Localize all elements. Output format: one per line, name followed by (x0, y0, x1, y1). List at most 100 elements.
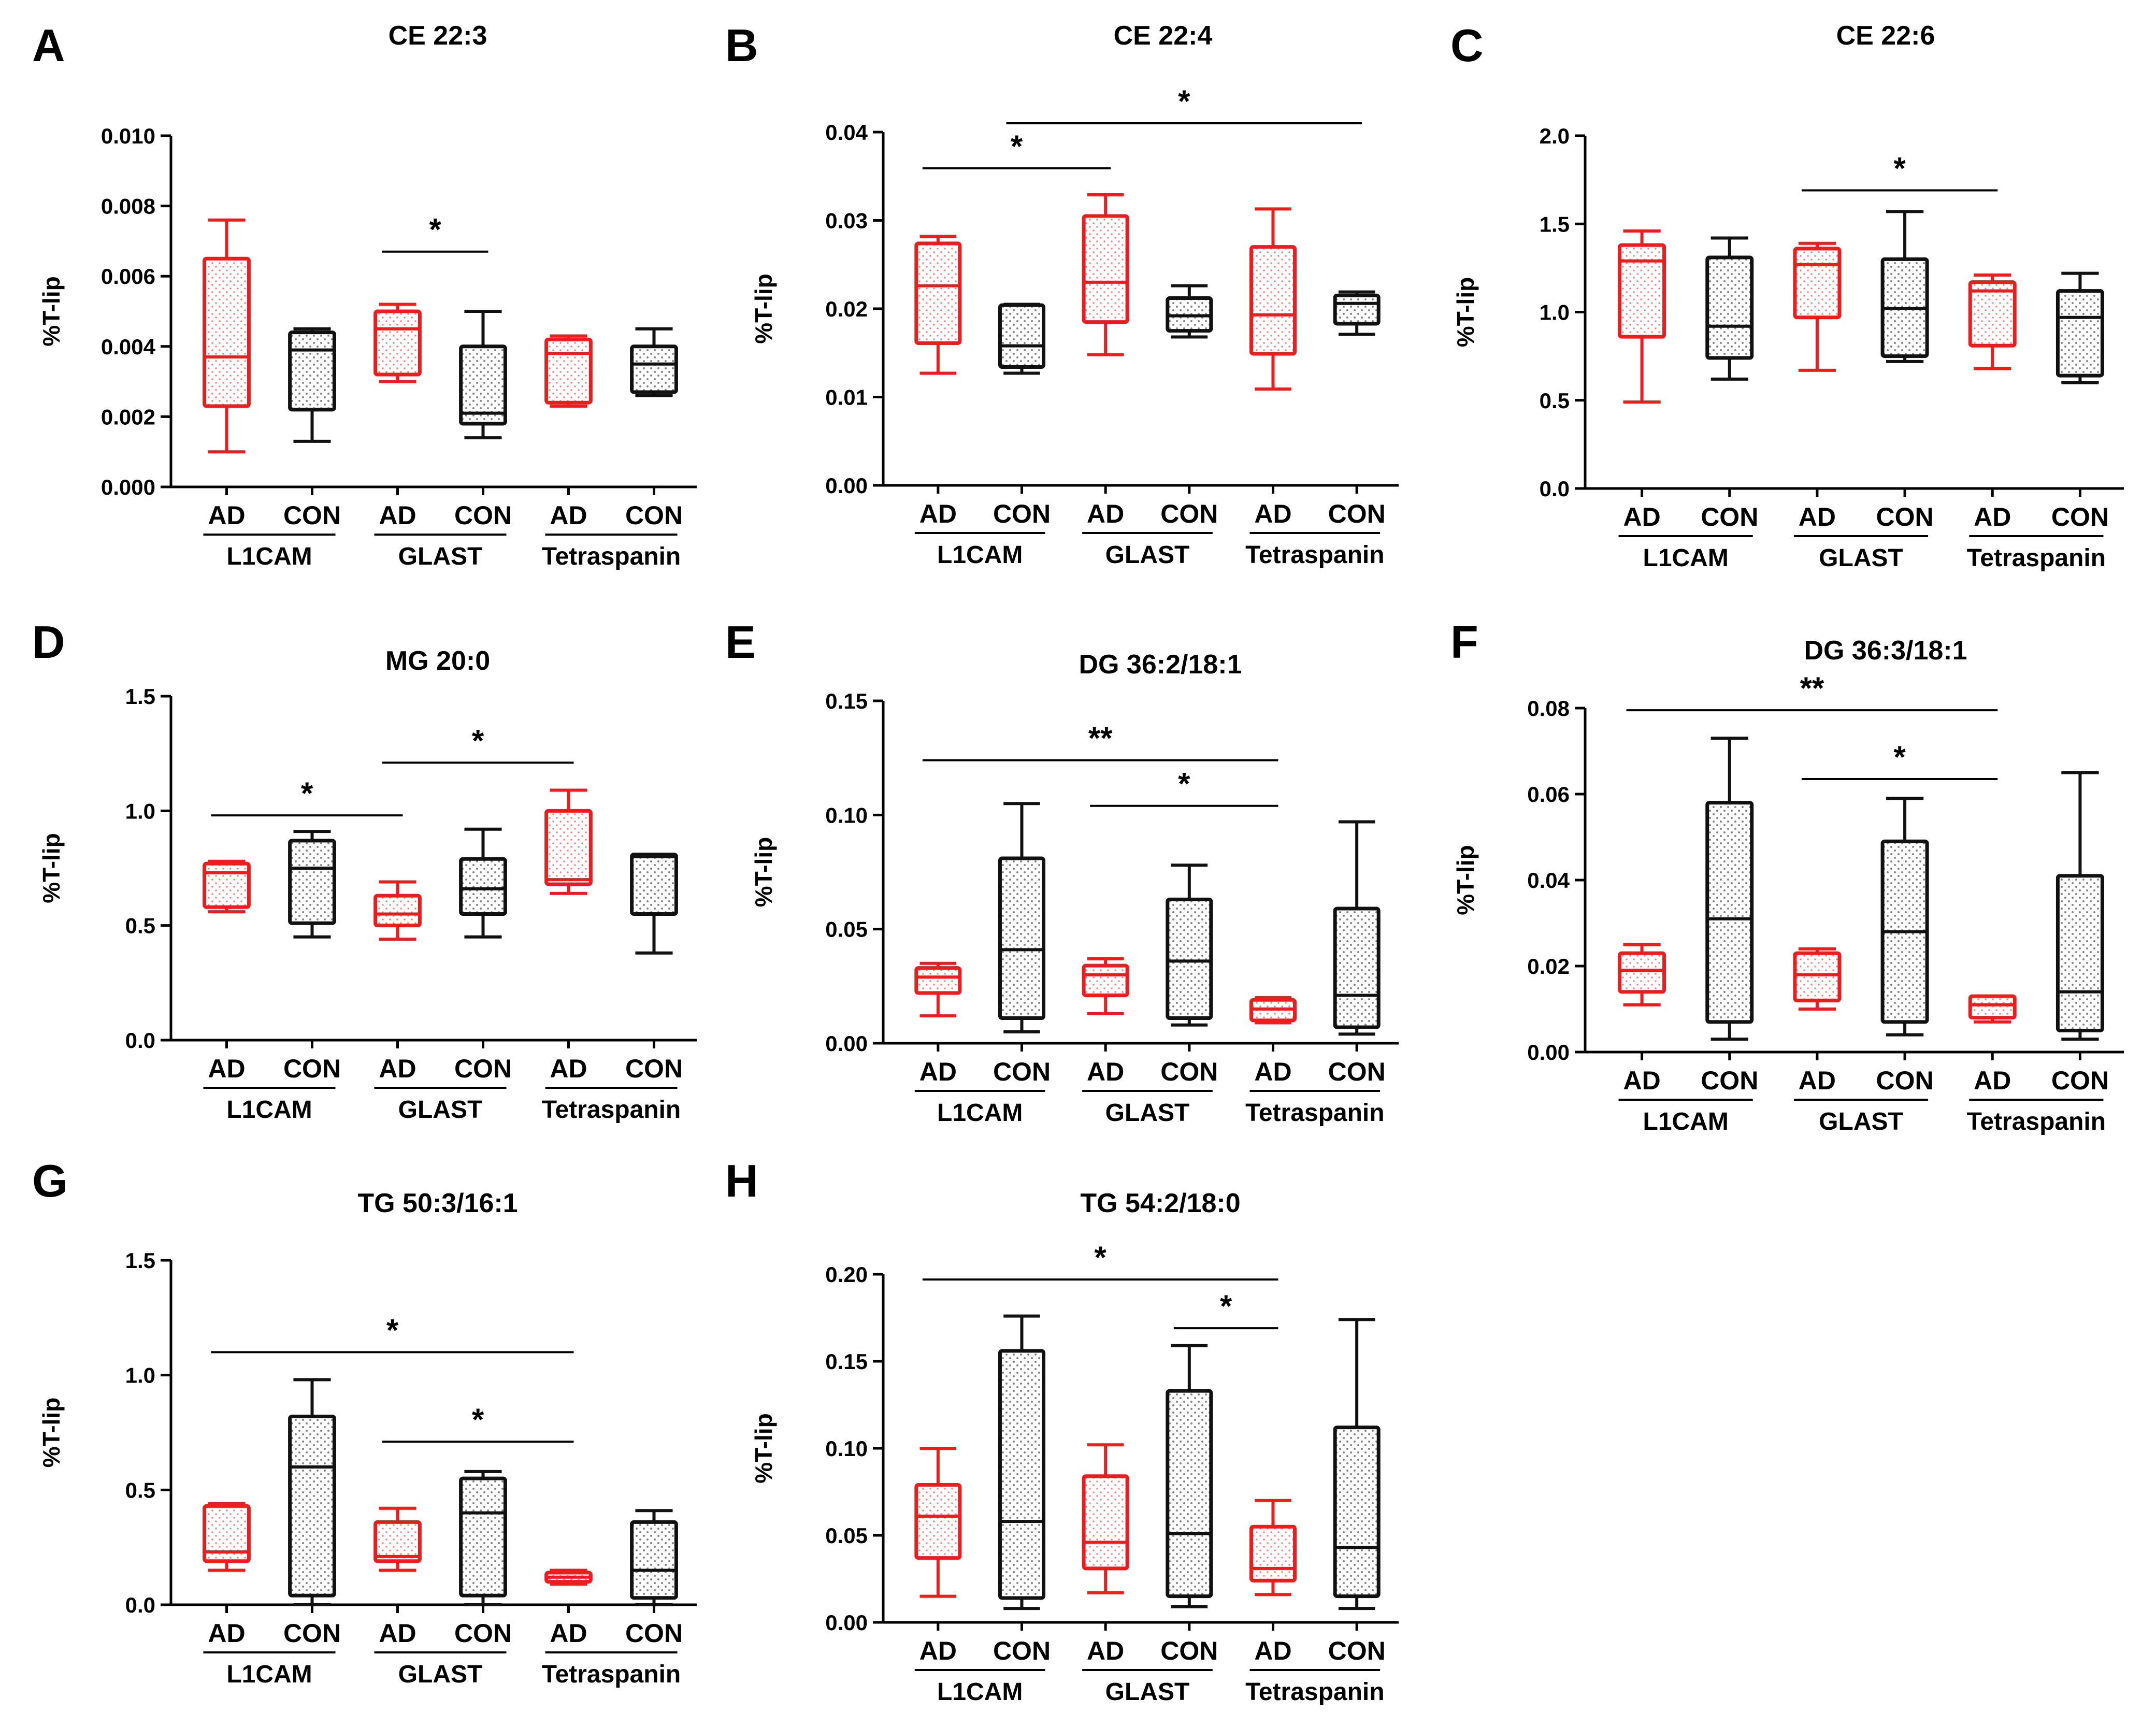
group-label: Tetraspanin (1245, 1099, 1385, 1127)
y-tick-label: 2.0 (1540, 124, 1570, 148)
box-iqr (544, 809, 593, 886)
box-iqr (1333, 1426, 1381, 1599)
y-tick-label: 0.0 (125, 1028, 155, 1053)
category-label: AD (1799, 502, 1836, 531)
box-iqr (914, 1483, 962, 1560)
box-ad (373, 303, 422, 383)
significance-label: * (386, 1313, 399, 1347)
group-label: GLAST (398, 1096, 483, 1124)
box-iqr (1166, 1389, 1213, 1599)
box-iqr (1793, 247, 1842, 320)
y-tick-label: 0.10 (825, 1436, 868, 1461)
category-label: AD (550, 1054, 587, 1083)
group-label: L1CAM (226, 1096, 312, 1124)
panel-g: G TG 50:3/16:1 0.0 0.5 1.0 1.5 %T-lip AD CON AD CO… (32, 1155, 697, 1688)
y-tick-label: 0.05 (825, 917, 868, 942)
box-iqr (998, 856, 1046, 1020)
y-tick-label: 1.5 (1540, 212, 1570, 236)
category-label: AD (1799, 1066, 1836, 1095)
box-ad (1082, 1443, 1129, 1594)
significance-label: ** (1800, 671, 1824, 706)
significance-label: * (1094, 1240, 1106, 1275)
box-ad (373, 1506, 422, 1572)
category-label: CON (1876, 1066, 1934, 1095)
y-tick-label: 1.5 (125, 1248, 155, 1273)
y-tick-label: 0.002 (101, 405, 155, 429)
box-iqr (203, 256, 251, 408)
y-tick-label: 0.00 (825, 473, 868, 498)
panel-letter: A (32, 20, 65, 71)
category-label: CON (454, 1054, 512, 1083)
panel-letter: B (725, 20, 758, 71)
category-label: AD (550, 1619, 587, 1648)
chart-title: CE 22:6 (1836, 21, 1935, 51)
box-ad (373, 880, 422, 941)
category-label: AD (379, 1619, 416, 1648)
panel-letter: D (32, 616, 65, 668)
category-label: CON (625, 1054, 683, 1083)
box-iqr (459, 344, 507, 426)
box-iqr (1968, 994, 2017, 1020)
category-label: CON (283, 1054, 341, 1083)
category-label: CON (1701, 1066, 1758, 1095)
panel-b: B CE 22:4 0.00 0.01 0.02 0.03 0.04 %T-lip AD CON A… (725, 20, 1399, 569)
significance-label: * (1178, 767, 1190, 801)
box-ad (1082, 193, 1129, 356)
group-label: L1CAM (226, 1661, 312, 1688)
box-iqr (998, 303, 1046, 369)
box-con (1333, 1318, 1381, 1610)
significance-label: * (472, 723, 484, 758)
box-ad (203, 218, 251, 454)
box-ad (1082, 957, 1129, 1015)
group-label: L1CAM (937, 1099, 1023, 1127)
y-tick-label: 1.0 (125, 799, 155, 823)
y-tick-label: 0.04 (825, 120, 868, 145)
category-label: AD (1254, 499, 1291, 528)
group-label: Tetraspanin (1967, 1108, 2106, 1135)
category-label: CON (993, 499, 1051, 528)
category-label: AD (1974, 1066, 2011, 1095)
category-label: CON (1328, 1057, 1386, 1086)
box-iqr (1793, 951, 1842, 1002)
box-iqr (1166, 897, 1213, 1020)
box-iqr (1618, 243, 1666, 339)
box-con (630, 852, 678, 955)
category-label: AD (1254, 1636, 1291, 1665)
y-tick-label: 0.0 (125, 1593, 155, 1617)
panel-a: A CE 22:3 0.000 0.002 0.004 0.006 0.008 0.010 %T… (32, 20, 697, 570)
significance-label: * (429, 212, 441, 247)
y-axis-label: %T-lip (750, 274, 777, 343)
category-label: CON (1160, 499, 1218, 528)
group-label: GLAST (1105, 541, 1190, 569)
y-tick-label: 1.0 (1540, 300, 1570, 325)
category-label: CON (625, 1619, 683, 1648)
y-axis-label: %T-lip (38, 1398, 65, 1467)
box-iqr (1705, 255, 1754, 360)
y-tick-label: 1.5 (125, 684, 155, 709)
panel-letter: H (725, 1155, 758, 1206)
category-label: AD (919, 499, 957, 528)
box-con (1333, 290, 1381, 336)
category-label: AD (1254, 1057, 1291, 1086)
y-tick-label: 0.0 (1540, 477, 1570, 501)
box-ad (1793, 947, 1842, 1011)
box-iqr (544, 337, 593, 405)
group-label: GLAST (1105, 1099, 1190, 1127)
y-tick-label: 0.03 (825, 209, 868, 233)
box-iqr (203, 861, 251, 909)
y-tick-label: 0.00 (825, 1031, 868, 1056)
box-con (998, 303, 1046, 375)
box-ad (544, 1568, 593, 1586)
y-tick-label: 0.08 (1527, 696, 1570, 721)
box-iqr (459, 1476, 507, 1598)
box-con (1166, 863, 1213, 1027)
chart-title: DG 36:3/18:1 (1804, 636, 1967, 666)
y-tick-label: 0.06 (1527, 782, 1570, 807)
box-iqr (1249, 245, 1297, 356)
group-label: Tetraspanin (1245, 1678, 1385, 1706)
y-axis-label: %T-lip (750, 837, 777, 907)
significance-label: * (472, 1402, 484, 1437)
significance-label: ** (1088, 721, 1113, 756)
box-ad (1793, 241, 1842, 372)
